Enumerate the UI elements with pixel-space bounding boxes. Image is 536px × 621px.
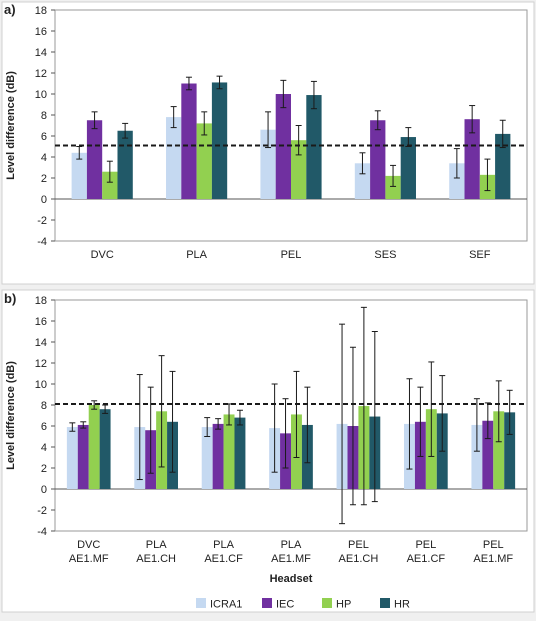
y-tick-label: 12 [35, 358, 47, 370]
y-tick-label: 4 [41, 152, 47, 164]
legend-swatch-iec [262, 598, 272, 608]
bar-iec [181, 83, 197, 199]
x-category-label: DVC [91, 249, 114, 261]
y-axis-title: Level difference (dB) [5, 71, 17, 180]
legend-label-hr: HR [394, 599, 410, 611]
y-tick-label: 14 [35, 47, 47, 59]
y-tick-label: 6 [41, 131, 47, 143]
bar-hp [385, 175, 401, 199]
bar-hp [102, 171, 118, 199]
bar-hr [306, 95, 322, 199]
plot-area-border [54, 9, 528, 242]
legend-label-iec: IEC [276, 599, 294, 611]
panel-label: b) [4, 291, 16, 306]
x-category-label: AE1.CH [339, 553, 379, 565]
bar-icra1 [471, 424, 483, 489]
bar-hp [223, 414, 235, 489]
y-tick-label: -4 [37, 526, 47, 538]
bar-hr [99, 409, 111, 489]
x-category-label: AE1.MF [271, 553, 311, 565]
bar-iec [482, 420, 494, 489]
bar-iec [77, 424, 89, 489]
y-axis-title: Level difference (dB) [5, 361, 17, 470]
x-category-label: PEL [281, 249, 302, 261]
x-category-label: AE1.MF [473, 553, 513, 565]
x-category-label: AE1.CF [407, 553, 446, 565]
panel-label: a) [4, 2, 16, 17]
y-tick-label: 8 [41, 400, 47, 412]
bar-iec [370, 120, 386, 199]
x-category-label: PLA [213, 539, 234, 551]
x-category-label: PLA [281, 539, 302, 551]
x-category-label: SES [374, 249, 396, 261]
y-tick-label: 8 [41, 110, 47, 122]
bar-iec [464, 119, 480, 199]
panel-b: b) 18 16 14 12 10 8 6 4 2 0 -2 -4 Level difference (d… [1, 289, 535, 613]
legend-swatch-hp [322, 598, 332, 608]
x-axis-title: Headset [270, 573, 313, 585]
y-tick-label: 0 [41, 194, 47, 206]
y-tick-label: 2 [41, 463, 47, 475]
bar-hr [495, 133, 511, 199]
y-tick-label: 16 [35, 316, 47, 328]
y-tick-label: 14 [35, 337, 47, 349]
legend-swatch-hr [380, 598, 390, 608]
y-tick-label: 12 [35, 68, 47, 80]
bar-icra1 [71, 152, 87, 199]
x-category-label: AE1.MF [69, 553, 109, 565]
y-tick-label: -4 [37, 236, 47, 248]
bar-hp [196, 123, 212, 199]
bar-hr [211, 82, 228, 199]
bar-hr [117, 130, 133, 199]
bar-icra1 [354, 163, 371, 199]
bar-hr [504, 412, 516, 489]
x-category-label: PEL [348, 539, 369, 551]
bar-hr [234, 417, 246, 489]
legend-label-icra1: ICRA1 [210, 599, 242, 611]
x-category-label: AE1.CF [204, 553, 243, 565]
legend-label-hp: HP [336, 599, 351, 611]
y-tick-label: 4 [41, 442, 47, 454]
bar-hp [88, 405, 100, 489]
x-category-label: AE1.CH [136, 553, 176, 565]
y-tick-label: 2 [41, 173, 47, 185]
y-tick-label: 6 [41, 421, 47, 433]
bar-iec [275, 94, 291, 199]
x-category-label: SEF [469, 249, 491, 261]
bar-hp [493, 411, 505, 489]
bar-iec [86, 120, 103, 199]
x-category-label: PLA [146, 539, 167, 551]
y-tick-label: -2 [37, 215, 47, 227]
bar-icra1 [260, 129, 276, 199]
bar-icra1 [201, 427, 213, 489]
y-tick-label: 18 [35, 5, 47, 17]
panel-a: a) 18 16 14 12 10 8 6 4 2 0 -2 -4 Level difference (d… [1, 1, 535, 285]
y-tick-label: 10 [35, 89, 47, 101]
plot-area-border [54, 299, 528, 532]
x-category-label: PLA [186, 249, 207, 261]
legend-swatch-icra1 [196, 598, 206, 608]
bar-icra1 [166, 117, 182, 199]
y-tick-label: 10 [35, 379, 47, 391]
bar-iec [212, 423, 224, 489]
y-tick-label: -2 [37, 505, 47, 517]
bar-icra1 [449, 163, 465, 199]
y-tick-label: 16 [35, 26, 47, 38]
y-tick-label: 18 [35, 295, 47, 307]
bar-hp [291, 140, 307, 199]
bar-hr [400, 137, 416, 199]
x-category-label: DVC [77, 539, 100, 551]
x-category-label: PEL [483, 539, 504, 551]
y-tick-label: 0 [41, 484, 47, 496]
x-category-label: PEL [415, 539, 436, 551]
bar-icra1 [66, 427, 78, 489]
legend: ICRA1 IEC HP HR [196, 598, 410, 611]
